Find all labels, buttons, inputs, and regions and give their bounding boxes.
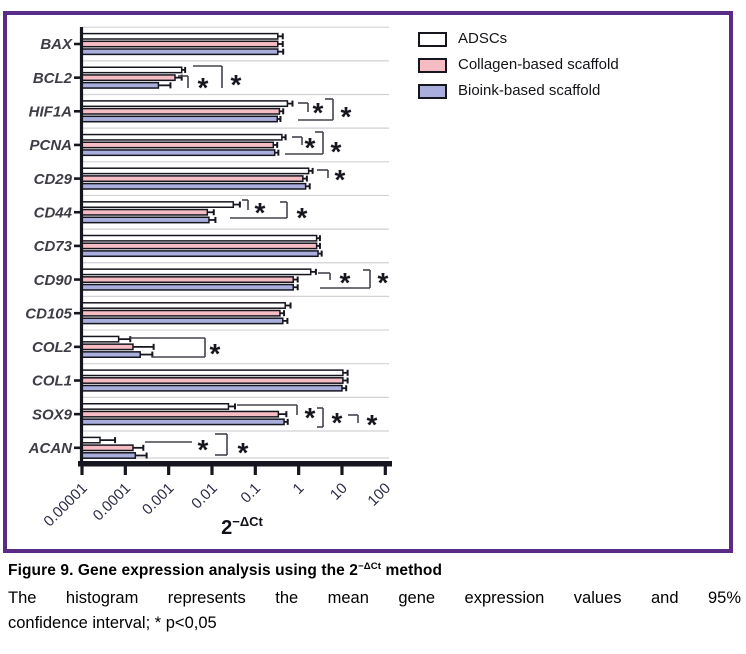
legend-item: Collagen-based scaffold xyxy=(418,57,619,73)
bar-HIF1A-series1 xyxy=(81,107,281,115)
bar-COL2-series0 xyxy=(81,335,120,343)
bar-CD44-series1 xyxy=(81,208,209,216)
x-axis-title: 2−ΔCt xyxy=(221,514,263,539)
bar-CD105-series1 xyxy=(81,309,281,317)
sig-star-SOX9: * xyxy=(332,407,343,438)
bar-CD105-series2 xyxy=(81,317,284,325)
sig-star-SOX9: * xyxy=(367,409,378,440)
bar-ACAN-series1 xyxy=(81,444,134,452)
x-tick-label: 100 xyxy=(364,480,394,510)
bar-ACAN-series2 xyxy=(81,452,137,459)
caption-title-suffix: method xyxy=(381,562,443,580)
gene-label-COL2: COL2 xyxy=(32,339,73,356)
bar-COL2-series1 xyxy=(81,343,134,351)
gene-label-CD105: CD105 xyxy=(25,305,72,322)
x-tick-label: 1 xyxy=(290,480,308,498)
gene-expression-chart: * ** ** *** ** *** * ** *BAXBCL2HIF1APCNACD29CD4… xyxy=(25,26,394,539)
gene-label-PCNA: PCNA xyxy=(29,137,72,154)
x-tick-label: 0.00001 xyxy=(40,480,90,530)
bar-BAX-series1 xyxy=(81,40,279,48)
sig-star-CD90: * xyxy=(378,267,389,298)
sig-star-HIF1A: * xyxy=(341,101,352,132)
bar-CD29-series2 xyxy=(81,182,307,190)
sig-star-CD44: * xyxy=(297,202,308,233)
gene-label-HIF1A: HIF1A xyxy=(29,104,72,121)
bar-SOX9-series2 xyxy=(81,418,285,426)
gene-label-CD29: CD29 xyxy=(34,171,73,188)
gene-label-ACAN: ACAN xyxy=(28,440,73,457)
chart-legend: ADSCs Collagen-based scaffold Bioink-bas… xyxy=(418,31,619,109)
x-tick-label: 0.0001 xyxy=(90,480,134,524)
bar-SOX9-series0 xyxy=(81,403,230,410)
legend-label: ADSCs xyxy=(458,30,508,47)
sig-star-CD44: * xyxy=(255,197,266,228)
bar-HIF1A-series0 xyxy=(81,100,289,108)
figure-caption: Figure 9. Gene expression analysis using… xyxy=(8,561,741,636)
bar-BAX-series2 xyxy=(81,48,279,56)
legend-label: Collagen-based scaffold xyxy=(458,56,619,73)
bar-CD73-series0 xyxy=(81,234,318,242)
bar-CD105-series0 xyxy=(81,302,286,309)
sig-star-BCL2: * xyxy=(198,72,209,103)
legend-label: Bioink-based scaffold xyxy=(458,82,601,99)
bar-COL1-series1 xyxy=(81,377,344,384)
bar-CD44-series0 xyxy=(81,201,235,209)
bar-BCL2-series1 xyxy=(81,74,176,82)
bar-CD90-series2 xyxy=(81,283,294,291)
bar-CD73-series2 xyxy=(81,250,319,258)
bar-CD29-series0 xyxy=(81,167,310,175)
legend-swatch xyxy=(418,57,447,73)
x-tick-label: 0.001 xyxy=(139,480,178,519)
bar-SOX9-series1 xyxy=(81,410,280,418)
bar-ACAN-series0 xyxy=(81,436,101,444)
bar-CD73-series1 xyxy=(81,242,318,250)
legend-item: ADSCs xyxy=(418,31,619,47)
caption-title-superscript: −ΔCt xyxy=(358,561,382,572)
bar-HIF1A-series2 xyxy=(81,115,278,123)
gene-label-CD73: CD73 xyxy=(34,238,73,255)
bar-PCNA-series1 xyxy=(81,141,275,149)
bar-CD44-series2 xyxy=(81,216,210,224)
bar-COL1-series0 xyxy=(81,369,344,377)
x-axis-line xyxy=(78,461,392,467)
sig-star-CD90: * xyxy=(340,267,351,298)
x-tick-label: 0.1 xyxy=(237,480,264,507)
gene-label-CD90: CD90 xyxy=(34,272,73,289)
caption-title-text: Figure 9. Gene expression analysis using… xyxy=(8,562,359,580)
bar-CD90-series0 xyxy=(81,268,312,276)
bar-BCL2-series0 xyxy=(81,66,183,74)
gene-label-BAX: BAX xyxy=(40,36,73,53)
bar-PCNA-series2 xyxy=(81,149,276,157)
gene-label-SOX9: SOX9 xyxy=(32,406,73,423)
gene-label-COL1: COL1 xyxy=(32,373,72,390)
bar-COL2-series2 xyxy=(81,351,141,359)
x-tick-label: 0.01 xyxy=(188,480,221,513)
sig-star-PCNA: * xyxy=(331,136,342,167)
sig-star-BCL2: * xyxy=(231,69,242,100)
sig-star-HIF1A: * xyxy=(313,97,324,128)
legend-swatch xyxy=(418,83,447,99)
x-tick-label: 10 xyxy=(327,480,351,504)
bar-CD90-series1 xyxy=(81,276,294,284)
figure-caption-body-line1: The histogram represents the mean gene e… xyxy=(8,589,741,608)
sig-star-ACAN: * xyxy=(198,434,209,465)
bar-CD29-series1 xyxy=(81,175,304,183)
bar-COL1-series2 xyxy=(81,384,343,392)
sig-star-CD29: * xyxy=(335,164,346,195)
sig-star-PCNA: * xyxy=(305,132,316,163)
sig-star-COL2: * xyxy=(210,338,221,369)
gene-label-CD44: CD44 xyxy=(34,204,73,221)
sig-star-ACAN: * xyxy=(238,437,249,468)
sig-star-SOX9: * xyxy=(305,402,316,433)
legend-item: Bioink-based scaffold xyxy=(418,83,619,99)
figure-caption-body-line2: confidence interval; * p<0,05 xyxy=(8,614,217,633)
bar-BCL2-series2 xyxy=(81,81,160,89)
bar-PCNA-series0 xyxy=(81,133,283,141)
bar-BAX-series0 xyxy=(81,32,279,40)
legend-swatch xyxy=(418,31,447,47)
figure-caption-title: Figure 9. Gene expression analysis using… xyxy=(8,561,741,580)
gene-label-BCL2: BCL2 xyxy=(33,70,73,87)
